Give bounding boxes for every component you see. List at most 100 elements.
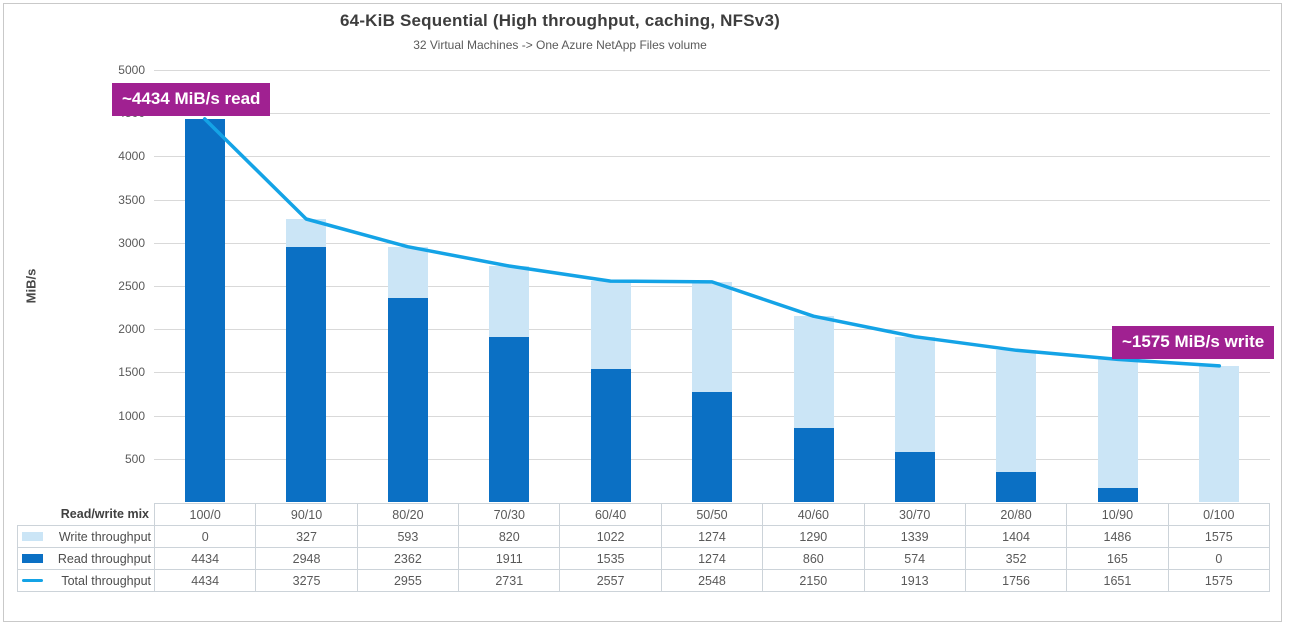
value-cell: 1651: [1066, 569, 1169, 592]
read-bar-segment: [692, 391, 732, 502]
value-cell: 1575: [1167, 525, 1271, 548]
value-cell: 574: [863, 547, 966, 570]
gridline: [154, 156, 1270, 158]
total-throughput-swatch-icon: [22, 579, 43, 582]
legend-label: Write throughput: [58, 529, 151, 544]
value-cell: 1274: [660, 547, 764, 570]
category-cell: 10/90: [1066, 503, 1169, 526]
plot-area: [154, 70, 1270, 502]
category-cell: 20/80: [964, 503, 1068, 526]
write-throughput-callout: ~1575 MiB/s write: [1112, 326, 1275, 359]
write-bar-segment: [793, 316, 834, 428]
category-cell: 100/0: [153, 503, 257, 526]
category-cell: 30/70: [863, 503, 966, 526]
value-cell: 1274: [660, 525, 764, 548]
write-bar-segment: [692, 281, 732, 392]
value-cell: 2557: [559, 569, 662, 592]
read-bar-segment: [590, 369, 631, 502]
write-bar-segment: [387, 246, 428, 298]
write-bar-segment: [996, 350, 1037, 472]
y-tick-label: 3000: [118, 235, 145, 250]
y-tick-label: 1000: [118, 408, 145, 423]
write-bar-segment: [1199, 365, 1240, 502]
value-cell: 1022: [559, 525, 662, 548]
value-cell: 860: [762, 547, 865, 570]
value-cell: 4434: [153, 569, 257, 592]
y-tick-label: 1500: [118, 365, 145, 380]
category-cell: 40/60: [762, 503, 865, 526]
category-cell: 60/40: [559, 503, 662, 526]
write-throughput-swatch-icon: [22, 532, 43, 541]
category-cell: 50/50: [660, 503, 764, 526]
legend-entry: Read throughput: [19, 549, 154, 569]
write-bar-segment: [489, 266, 530, 337]
read-bar-segment: [489, 336, 530, 502]
value-cell: 2150: [762, 569, 865, 592]
value-cell: 1486: [1066, 525, 1169, 548]
read-bar-segment: [793, 427, 834, 502]
read-throughput-swatch-icon: [22, 554, 43, 563]
category-cell: 90/10: [255, 503, 358, 526]
value-cell: 820: [458, 525, 561, 548]
read-bar-segment: [184, 118, 225, 502]
value-cell: 4434: [153, 547, 257, 570]
value-cell: 2548: [660, 569, 764, 592]
value-cell: 3275: [255, 569, 358, 592]
value-cell: 327: [255, 525, 358, 548]
legend-label: Read throughput: [57, 551, 151, 566]
value-cell: 0: [153, 525, 257, 548]
read-bar-segment: [1097, 487, 1138, 502]
value-cell: 2731: [458, 569, 561, 592]
row-label-total-throughput: Total throughput: [17, 569, 155, 592]
read-throughput-callout: ~4434 MiB/s read: [112, 83, 271, 116]
value-cell: 2955: [356, 569, 460, 592]
table-row-read-throughput: Read throughput 4434 2948 2362 1911 1535 1274 8…: [17, 547, 1271, 570]
write-bar-segment: [1097, 359, 1138, 488]
gridline: [154, 70, 1270, 71]
value-cell: 352: [964, 547, 1068, 570]
value-cell: 165: [1066, 547, 1169, 570]
value-cell: 593: [356, 525, 460, 548]
row-label-write-throughput: Write throughput: [17, 525, 155, 548]
legend-entry: Total throughput: [19, 571, 154, 591]
y-tick-label: 2500: [118, 279, 145, 293]
write-bar-segment: [590, 281, 631, 370]
value-cell: 1913: [863, 569, 966, 592]
chart-subtitle: 32 Virtual Machines -> One Azure NetApp …: [413, 38, 707, 52]
gridline: [154, 113, 1270, 115]
category-cell: 70/30: [458, 503, 561, 526]
value-cell: 1535: [559, 547, 662, 570]
read-bar-segment: [996, 471, 1037, 502]
value-cell: 1290: [762, 525, 865, 548]
value-cell: 1756: [964, 569, 1068, 592]
category-cell: 0/100: [1167, 503, 1271, 526]
y-tick-label: 4000: [118, 149, 145, 164]
row-label-read-write-mix: Read/write mix: [60, 507, 149, 522]
y-tick-label: 2000: [118, 322, 145, 337]
gridline: [154, 242, 1270, 244]
value-cell: 1911: [458, 547, 561, 570]
y-tick-label: 3500: [118, 192, 145, 207]
data-table: Read/write mix 100/0 90/10 80/20 70/30 60/40 5…: [17, 503, 1271, 592]
table-row-write-throughput: Write throughput 0 327 593 820 1022 1274 1290 13…: [17, 525, 1271, 548]
read-bar-segment: [387, 297, 428, 502]
legend-label: Total throughput: [61, 573, 151, 588]
y-axis-ticks: 500100015002000250030003500400045005000: [0, 63, 150, 502]
value-cell: 2362: [356, 547, 460, 570]
value-cell: 1339: [863, 525, 966, 548]
table-row-categories: Read/write mix 100/0 90/10 80/20 70/30 60/40 5…: [18, 503, 1271, 526]
total-throughput-line: [202, 117, 1222, 368]
category-cell: 80/20: [356, 503, 460, 526]
value-cell: 1404: [964, 525, 1068, 548]
y-tick-label: 5000: [118, 63, 145, 77]
legend-entry: Write throughput: [19, 527, 154, 547]
write-bar-segment: [894, 336, 935, 453]
value-cell: 0: [1167, 547, 1271, 570]
table-row-total-throughput: Total throughput 4434 3275 2955 2731 2557 2548…: [17, 569, 1271, 592]
chart-title: 64-KiB Sequential (High throughput, cach…: [340, 11, 780, 30]
read-bar-segment: [286, 247, 327, 502]
y-tick-label: 500: [124, 451, 145, 466]
value-cell: 1575: [1167, 569, 1271, 592]
value-cell: 2948: [255, 547, 358, 570]
